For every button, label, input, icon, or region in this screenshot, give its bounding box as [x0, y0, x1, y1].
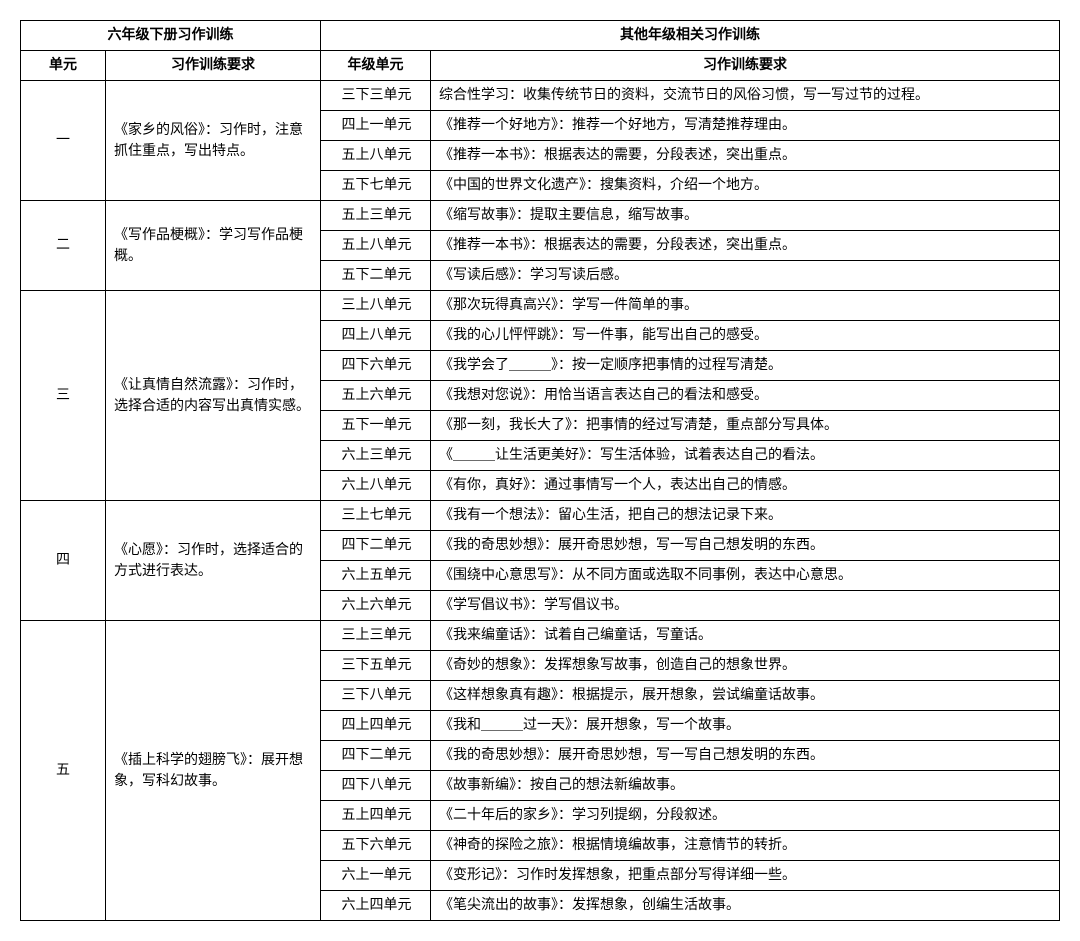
req1-cell: 《心愿》：习作时，选择适合的方式进行表达。 — [106, 501, 321, 621]
table-row: 三《让真情自然流露》：习作时，选择合适的内容写出真情实感。三上八单元《那次玩得真… — [21, 291, 1060, 321]
grade-cell: 五上三单元 — [321, 201, 431, 231]
table-row: 二《写作品梗概》：学习写作品梗概。五上三单元《缩写故事》：提取主要信息，缩写故事… — [21, 201, 1060, 231]
grade-cell: 六上一单元 — [321, 861, 431, 891]
grade-cell: 五上八单元 — [321, 231, 431, 261]
grade-cell: 三下八单元 — [321, 681, 431, 711]
req2-cell: 《＿＿＿让生活更美好》：写生活体验，试着表达自己的看法。 — [431, 441, 1060, 471]
grade-cell: 三上八单元 — [321, 291, 431, 321]
req2-cell: 《那一刻，我长大了》：把事情的经过写清楚，重点部分写具体。 — [431, 411, 1060, 441]
grade-cell: 四下二单元 — [321, 531, 431, 561]
grade-cell: 六上四单元 — [321, 891, 431, 921]
req2-cell: 《写读后感》：学习写读后感。 — [431, 261, 1060, 291]
unit-cell: 五 — [21, 621, 106, 921]
req2-cell: 《我想对您说》：用恰当语言表达自己的看法和感受。 — [431, 381, 1060, 411]
req2-cell: 《我的奇思妙想》：展开奇思妙想，写一写自己想发明的东西。 — [431, 531, 1060, 561]
table-row: 五《插上科学的翅膀飞》：展开想象，写科幻故事。三上三单元《我来编童话》：试着自己… — [21, 621, 1060, 651]
req2-cell: 《我学会了＿＿＿》：按一定顺序把事情的过程写清楚。 — [431, 351, 1060, 381]
req2-cell: 《神奇的探险之旅》：根据情境编故事，注意情节的转折。 — [431, 831, 1060, 861]
req2-cell: 《我的心儿怦怦跳》：写一件事，能写出自己的感受。 — [431, 321, 1060, 351]
req2-cell: 《缩写故事》：提取主要信息，缩写故事。 — [431, 201, 1060, 231]
req2-cell: 《二十年后的家乡》：学习列提纲，分段叙述。 — [431, 801, 1060, 831]
grade-cell: 三下五单元 — [321, 651, 431, 681]
header-left: 六年级下册习作训练 — [21, 21, 321, 51]
header-req2: 习作训练要求 — [431, 51, 1060, 81]
req2-cell: 《围绕中心意思写》：从不同方面或选取不同事例，表达中心意思。 — [431, 561, 1060, 591]
grade-cell: 五下六单元 — [321, 831, 431, 861]
grade-cell: 四上四单元 — [321, 711, 431, 741]
req2-cell: 综合性学习：收集传统节日的资料，交流节日的风俗习惯，写一写过节的过程。 — [431, 81, 1060, 111]
grade-cell: 四上一单元 — [321, 111, 431, 141]
req1-cell: 《插上科学的翅膀飞》：展开想象，写科幻故事。 — [106, 621, 321, 921]
req2-cell: 《笔尖流出的故事》：发挥想象，创编生活故事。 — [431, 891, 1060, 921]
grade-cell: 六上三单元 — [321, 441, 431, 471]
grade-cell: 六上五单元 — [321, 561, 431, 591]
header-req: 习作训练要求 — [106, 51, 321, 81]
req2-cell: 《中国的世界文化遗产》：搜集资料，介绍一个地方。 — [431, 171, 1060, 201]
header-unit: 单元 — [21, 51, 106, 81]
req1-cell: 《写作品梗概》：学习写作品梗概。 — [106, 201, 321, 291]
grade-cell: 六上八单元 — [321, 471, 431, 501]
req2-cell: 《我有一个想法》：留心生活，把自己的想法记录下来。 — [431, 501, 1060, 531]
grade-cell: 五下七单元 — [321, 171, 431, 201]
req2-cell: 《推荐一本书》：根据表达的需要，分段表述，突出重点。 — [431, 231, 1060, 261]
grade-cell: 五下二单元 — [321, 261, 431, 291]
grade-cell: 四下六单元 — [321, 351, 431, 381]
req2-cell: 《奇妙的想象》：发挥想象写故事，创造自己的想象世界。 — [431, 651, 1060, 681]
req2-cell: 《推荐一个好地方》：推荐一个好地方，写清楚推荐理由。 — [431, 111, 1060, 141]
table-row: 四《心愿》：习作时，选择适合的方式进行表达。三上七单元《我有一个想法》：留心生活… — [21, 501, 1060, 531]
grade-cell: 三下三单元 — [321, 81, 431, 111]
req2-cell: 《有你，真好》：通过事情写一个人，表达出自己的情感。 — [431, 471, 1060, 501]
req1-cell: 《家乡的风俗》：习作时，注意抓住重点，写出特点。 — [106, 81, 321, 201]
req2-cell: 《变形记》：习作时发挥想象，把重点部分写得详细一些。 — [431, 861, 1060, 891]
grade-cell: 三上七单元 — [321, 501, 431, 531]
header-grade-unit: 年级单元 — [321, 51, 431, 81]
req2-cell: 《我和＿＿＿过一天》：展开想象，写一个故事。 — [431, 711, 1060, 741]
req1-cell: 《让真情自然流露》：习作时，选择合适的内容写出真情实感。 — [106, 291, 321, 501]
grade-cell: 五上八单元 — [321, 141, 431, 171]
req2-cell: 《故事新编》：按自己的想法新编故事。 — [431, 771, 1060, 801]
header-right: 其他年级相关习作训练 — [321, 21, 1060, 51]
grade-cell: 五下一单元 — [321, 411, 431, 441]
req2-cell: 《学写倡议书》：学写倡议书。 — [431, 591, 1060, 621]
unit-cell: 二 — [21, 201, 106, 291]
grade-cell: 四上八单元 — [321, 321, 431, 351]
grade-cell: 五上六单元 — [321, 381, 431, 411]
req2-cell: 《我来编童话》：试着自己编童话，写童话。 — [431, 621, 1060, 651]
table-row: 一《家乡的风俗》：习作时，注意抓住重点，写出特点。三下三单元综合性学习：收集传统… — [21, 81, 1060, 111]
unit-cell: 四 — [21, 501, 106, 621]
writing-training-table: 六年级下册习作训练其他年级相关习作训练单元习作训练要求年级单元习作训练要求一《家… — [20, 20, 1060, 921]
req2-cell: 《这样想象真有趣》：根据提示，展开想象，尝试编童话故事。 — [431, 681, 1060, 711]
grade-cell: 三上三单元 — [321, 621, 431, 651]
req2-cell: 《我的奇思妙想》：展开奇思妙想，写一写自己想发明的东西。 — [431, 741, 1060, 771]
grade-cell: 四下八单元 — [321, 771, 431, 801]
unit-cell: 三 — [21, 291, 106, 501]
req2-cell: 《推荐一本书》：根据表达的需要，分段表述，突出重点。 — [431, 141, 1060, 171]
grade-cell: 六上六单元 — [321, 591, 431, 621]
grade-cell: 四下二单元 — [321, 741, 431, 771]
grade-cell: 五上四单元 — [321, 801, 431, 831]
unit-cell: 一 — [21, 81, 106, 201]
req2-cell: 《那次玩得真高兴》：学写一件简单的事。 — [431, 291, 1060, 321]
